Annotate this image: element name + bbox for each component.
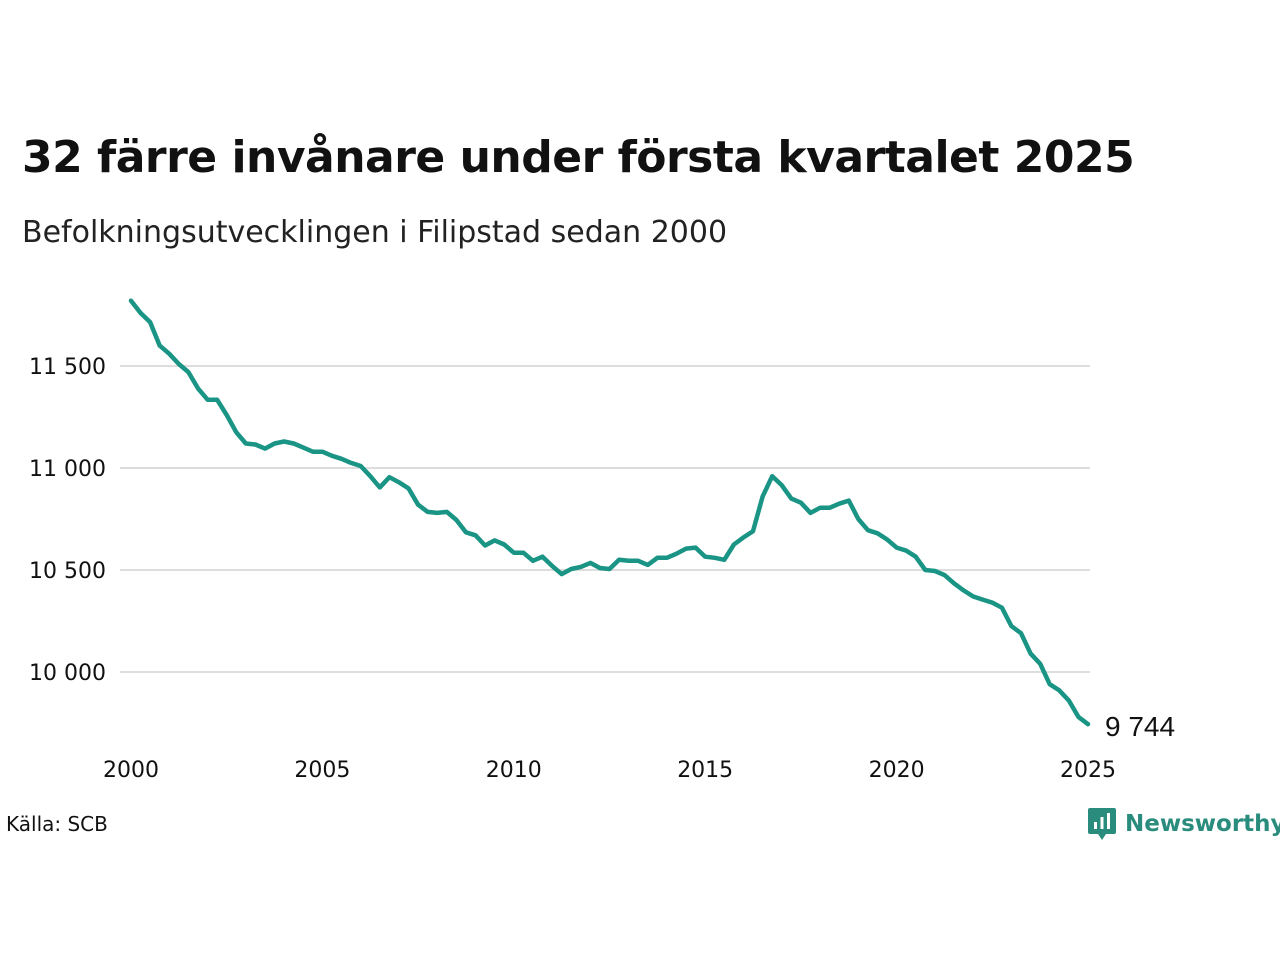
x-axis-ticks: 2000 2005 2010 2015 2020 2025 bbox=[103, 758, 1116, 783]
newsworthy-logo-icon bbox=[1088, 808, 1116, 840]
x-tick-label: 2020 bbox=[869, 758, 925, 783]
chart-title: 32 färre invånare under första kvartalet… bbox=[22, 132, 1135, 183]
x-tick-label: 2005 bbox=[294, 758, 350, 783]
chart-subtitle: Befolkningsutvecklingen i Filipstad seda… bbox=[22, 215, 728, 250]
population-line bbox=[128, 298, 1091, 727]
y-tick-label: 10 500 bbox=[29, 559, 106, 584]
y-tick-label: 11 500 bbox=[29, 355, 106, 380]
x-tick-label: 2010 bbox=[486, 758, 542, 783]
y-axis-ticks: 10 000 10 500 11 000 11 500 bbox=[29, 355, 106, 686]
source-note: Källa: SCB bbox=[6, 812, 108, 836]
x-tick-label: 2015 bbox=[677, 758, 733, 783]
y-tick-label: 11 000 bbox=[29, 457, 106, 482]
brand-logo: Newsworthy bbox=[1087, 804, 1280, 844]
end-value-label: 9 744 bbox=[1105, 711, 1175, 742]
grid-lines bbox=[120, 365, 1090, 673]
x-tick-label: 2025 bbox=[1060, 758, 1116, 783]
brand-name: Newsworthy bbox=[1125, 811, 1280, 837]
x-tick-label: 2000 bbox=[103, 758, 159, 783]
y-tick-label: 10 000 bbox=[29, 661, 106, 686]
